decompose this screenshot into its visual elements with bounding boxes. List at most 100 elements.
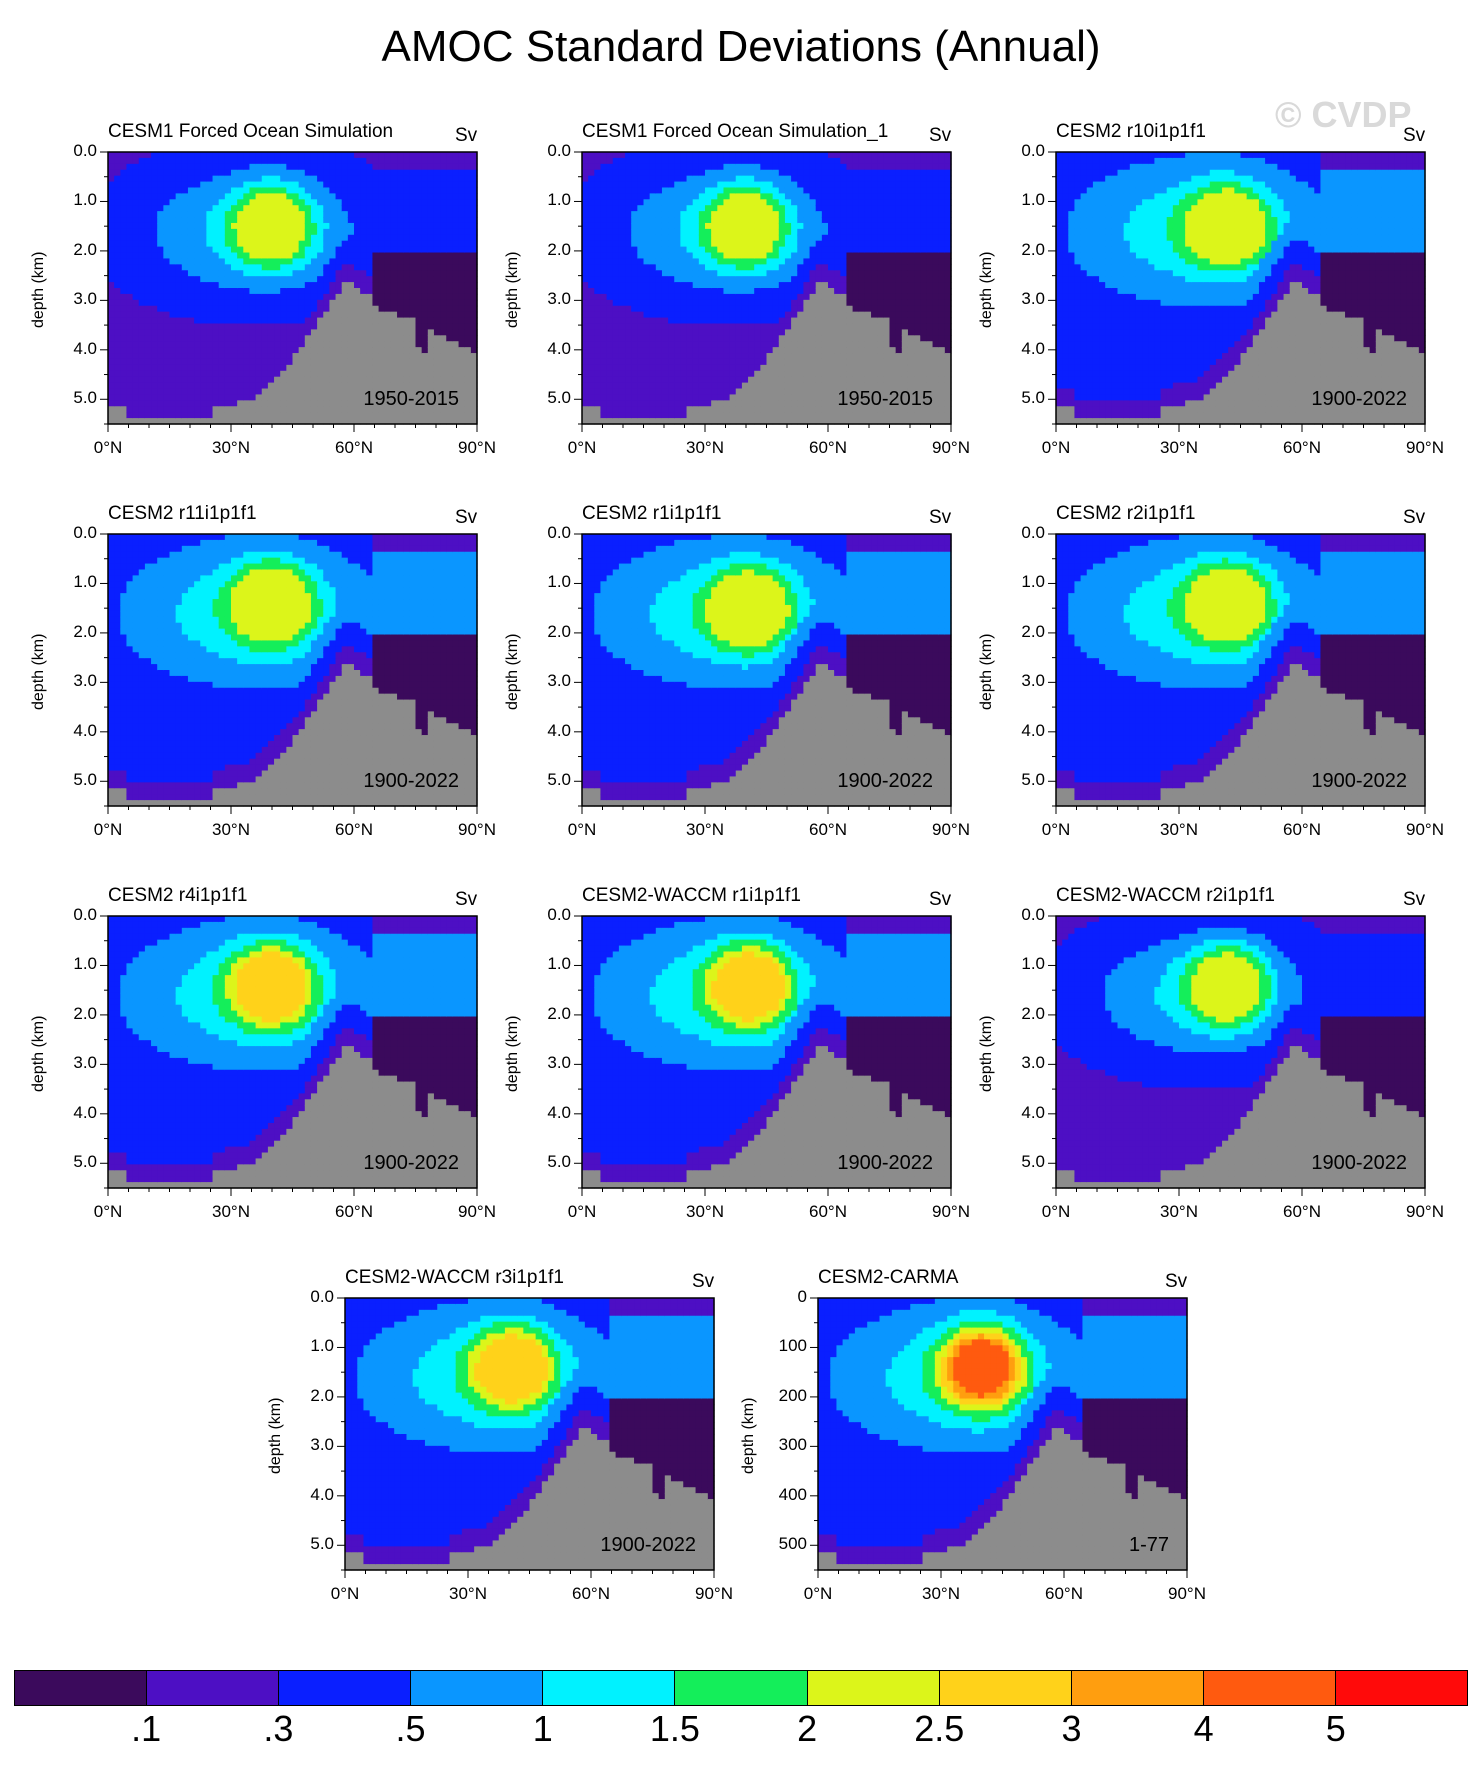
land-cell <box>292 358 300 366</box>
contour-cell <box>631 217 638 224</box>
land-cell <box>828 388 835 396</box>
contour-cell <box>871 163 878 171</box>
land-cell <box>470 353 478 360</box>
contour-cell <box>157 181 164 189</box>
contour-cell <box>588 341 595 348</box>
contour-cell <box>286 276 294 283</box>
contour-cell <box>114 329 121 336</box>
land-cell <box>292 376 300 384</box>
land-cell <box>828 394 835 401</box>
land-cell <box>335 299 343 307</box>
contour-cell <box>766 175 774 183</box>
land-cell <box>840 329 848 336</box>
contour-cell <box>797 211 804 218</box>
contour-cell <box>852 175 860 183</box>
land-cell <box>218 412 226 419</box>
contour-cell <box>310 240 318 248</box>
land-cell <box>440 376 447 384</box>
contour-cell <box>298 187 306 194</box>
contour-cell <box>144 311 152 319</box>
contour-cell <box>280 228 287 236</box>
land-cell <box>397 358 404 366</box>
contour-cell <box>815 228 823 236</box>
land-cell <box>828 370 835 378</box>
contour-cell <box>132 293 140 301</box>
contour-cell <box>748 199 755 206</box>
contour-cell <box>138 370 146 378</box>
land-cell <box>187 418 195 425</box>
contour-cell <box>643 240 651 248</box>
contour-cell <box>631 394 638 401</box>
contour-cell <box>218 329 226 336</box>
contour-cell <box>748 258 755 265</box>
contour-cell <box>206 169 214 177</box>
contour-cell <box>464 175 472 183</box>
contour-cell <box>138 305 146 313</box>
contour-cell <box>249 199 257 206</box>
contour-cell <box>625 163 632 171</box>
contour-cell <box>126 370 134 378</box>
contour-cell <box>729 187 737 194</box>
contour-cell <box>274 252 281 260</box>
land-cell <box>791 382 798 390</box>
contour-cell <box>354 264 361 271</box>
contour-cell <box>803 276 811 283</box>
contour-cell <box>151 341 158 348</box>
contour-cell <box>224 157 232 165</box>
contour-cell <box>206 217 214 224</box>
land-cell <box>384 358 392 366</box>
contour-cell <box>797 293 804 301</box>
contour-cell <box>754 157 761 165</box>
contour-cell <box>612 329 620 336</box>
contour-cell <box>748 347 755 354</box>
contour-cell <box>470 252 478 260</box>
contour-cell <box>797 228 804 236</box>
contour-cell <box>224 217 232 224</box>
contour-cell <box>304 205 312 212</box>
contour-cell <box>846 288 854 295</box>
contour-cell <box>200 152 207 159</box>
contour-cell <box>840 282 848 289</box>
contour-cell <box>194 211 201 218</box>
contour-cell <box>194 252 201 260</box>
contour-cell <box>871 264 878 271</box>
contour-cell <box>200 288 207 295</box>
contour-cell <box>163 353 171 360</box>
contour-cell <box>151 246 158 254</box>
land-cell <box>341 364 349 372</box>
contour-cell <box>187 187 195 194</box>
contour-cell <box>766 288 774 295</box>
land-cell <box>354 353 361 360</box>
contour-cell <box>698 335 706 342</box>
contour-cell <box>151 187 158 194</box>
contour-cell <box>249 376 257 384</box>
land-cell <box>748 400 755 407</box>
contour-cell <box>255 311 263 319</box>
contour-cell <box>421 157 429 165</box>
contour-cell <box>114 305 121 313</box>
contour-cell <box>729 169 737 177</box>
land-cell <box>366 406 374 413</box>
contour-cell <box>267 376 275 384</box>
contour-cell <box>717 169 725 177</box>
contour-cell <box>157 317 164 325</box>
contour-cell <box>440 276 447 283</box>
contour-cell <box>151 311 158 319</box>
contour-cell <box>655 169 663 177</box>
contour-cell <box>760 270 768 277</box>
contour-cell <box>409 246 417 254</box>
contour-cell <box>705 270 712 277</box>
contour-cell <box>218 181 226 189</box>
contour-cell <box>735 299 743 307</box>
contour-cell <box>852 228 860 236</box>
contour-cell <box>212 370 220 378</box>
contour-cell <box>864 270 872 277</box>
contour-cell <box>151 305 158 313</box>
contour-cell <box>661 169 669 177</box>
contour-cell <box>606 382 614 390</box>
contour-cell <box>151 323 158 330</box>
contour-cell <box>138 276 146 283</box>
land-cell <box>347 412 355 419</box>
land-cell <box>834 400 841 407</box>
contour-cell <box>409 199 417 206</box>
